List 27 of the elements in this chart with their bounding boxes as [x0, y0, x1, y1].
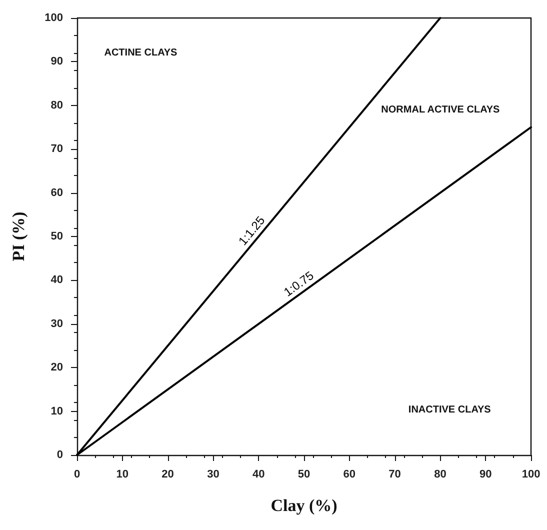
y-tick-label: 30 — [50, 318, 63, 330]
y-tick-label: 50 — [50, 230, 63, 242]
x-tick-label: 30 — [207, 468, 220, 480]
x-tick-label: 80 — [434, 468, 446, 480]
x-tick-label: 20 — [162, 468, 174, 480]
y-tick-label: 80 — [50, 99, 63, 112]
x-tick-label: 100 — [522, 468, 540, 480]
x-tick-label: 0 — [74, 468, 80, 480]
annotation: NORMAL ACTIVE CLAYS — [381, 104, 500, 116]
y-tick-label: 20 — [50, 362, 63, 374]
x-tick-label: 40 — [252, 468, 265, 480]
x-tick-label: 70 — [388, 468, 401, 480]
annotation: ACTINE CLAYS — [104, 47, 178, 58]
annotation: INACTIVE CLAYS — [408, 404, 492, 416]
y-tick-label: 0 — [56, 449, 63, 461]
x-tick-label: 90 — [479, 468, 492, 480]
x-axis-title: Clay (%) — [270, 496, 338, 515]
y-tick-label: 10 — [50, 405, 63, 418]
y-tick-label: 90 — [50, 56, 63, 68]
x-tick-label: 50 — [298, 468, 310, 480]
x-tick-label: 10 — [116, 468, 129, 480]
y-tick-label: 40 — [50, 274, 63, 286]
x-tick-label: 60 — [343, 468, 356, 480]
y-tick-label: 60 — [50, 186, 63, 199]
y-tick-label: 70 — [50, 143, 63, 156]
y-tick-label: 100 — [44, 12, 63, 24]
y-axis-title: PI (%) — [9, 212, 28, 262]
